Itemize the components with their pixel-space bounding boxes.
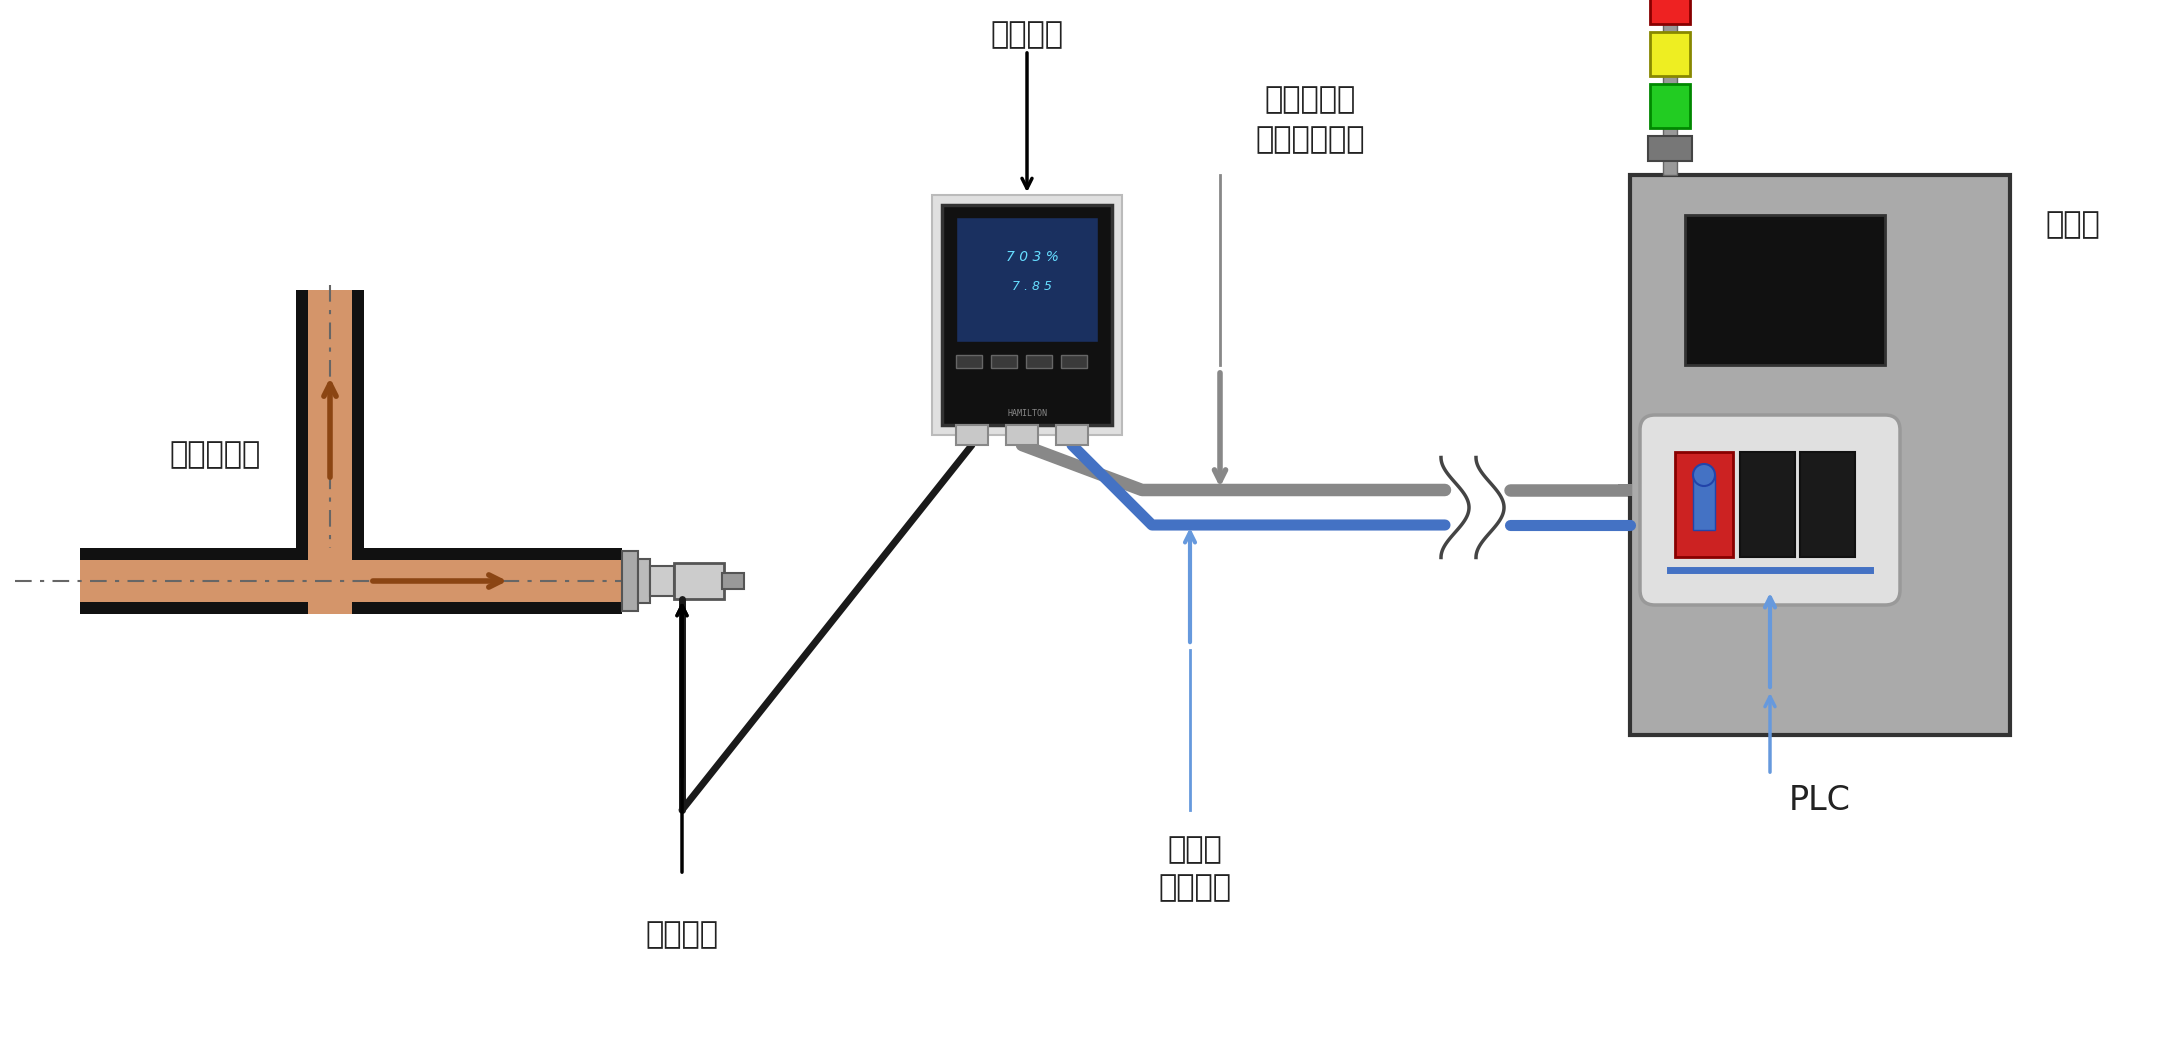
Bar: [651, 566, 675, 596]
Bar: [1739, 452, 1795, 557]
Bar: [307, 290, 353, 548]
Bar: [307, 548, 353, 614]
Circle shape: [1694, 464, 1715, 486]
Text: PLC: PLC: [1789, 784, 1852, 816]
Text: 7 0 3 %: 7 0 3 %: [1006, 250, 1058, 264]
Bar: [1685, 215, 1884, 365]
Bar: [675, 563, 725, 599]
Bar: [1650, 0, 1689, 24]
Bar: [956, 425, 988, 445]
Bar: [623, 551, 638, 611]
Bar: [722, 573, 744, 588]
Bar: [1618, 484, 1633, 496]
Bar: [943, 205, 1112, 425]
Bar: [1650, 84, 1689, 128]
Text: プロセス管: プロセス管: [169, 441, 260, 470]
Bar: [1631, 175, 2009, 735]
Bar: [932, 195, 1123, 435]
Bar: [1650, 33, 1689, 76]
Text: 電源ケーブル: 電源ケーブル: [1255, 126, 1365, 154]
Bar: [296, 290, 363, 614]
Bar: [956, 217, 1099, 342]
Text: 7 . 8 5: 7 . 8 5: [1012, 280, 1051, 294]
Bar: [1800, 452, 1856, 557]
Bar: [1674, 452, 1733, 557]
Bar: [1618, 520, 1633, 530]
Bar: [638, 559, 651, 603]
Text: モニター: モニター: [991, 21, 1064, 49]
Text: 伝送用: 伝送用: [1168, 835, 1222, 864]
Text: ケーブル: ケーブル: [1159, 874, 1231, 902]
Bar: [1663, 0, 1676, 175]
Text: 制御盤: 制御盤: [2044, 211, 2100, 239]
Bar: [1056, 425, 1088, 445]
Bar: [956, 355, 982, 368]
Bar: [1025, 355, 1051, 368]
Bar: [991, 355, 1017, 368]
Text: HAMILTON: HAMILTON: [1008, 408, 1047, 418]
Bar: [1006, 425, 1038, 445]
Bar: [1062, 355, 1088, 368]
Bar: [1648, 136, 1691, 160]
Text: モニター用: モニター用: [1265, 86, 1356, 114]
Bar: [1694, 475, 1715, 530]
FancyBboxPatch shape: [1640, 415, 1899, 605]
Text: センサー: センサー: [645, 921, 718, 949]
Bar: [80, 560, 623, 602]
Bar: [80, 548, 623, 614]
